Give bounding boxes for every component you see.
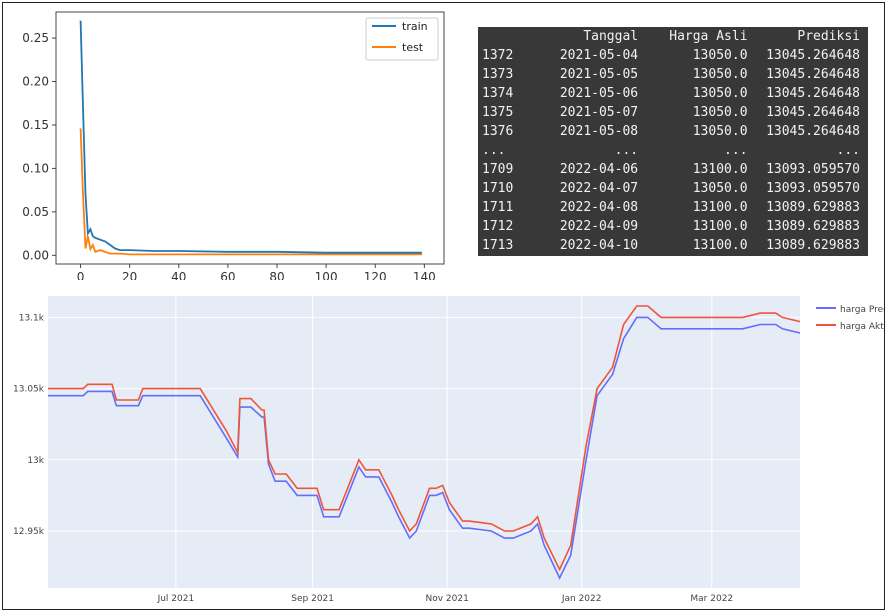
price-legend: harga Prediksi harga Aktual — [816, 305, 884, 332]
table-cell-harga-asli: 13100.0 — [692, 219, 748, 234]
table-row: 1374 2021-05-06 13050.0 13045.264648 — [478, 84, 868, 103]
table-cell-tanggal: 2022-04-07 — [559, 181, 639, 196]
loss-y-tick-label: 0.15 — [22, 118, 49, 132]
table-cell-harga-asli: 13050.0 — [692, 86, 748, 101]
price-y-tick-label: 12.95k — [13, 527, 45, 537]
table-cell-tanggal: 2022-04-06 — [559, 162, 639, 177]
table-header-row: Tanggal Harga Asli Prediksi — [478, 27, 868, 46]
loss-x-tick-label: 40 — [171, 270, 186, 280]
price-x-tick-label: Jan 2022 — [561, 594, 602, 604]
table-cell-harga-asli: 13050.0 — [692, 67, 748, 82]
table-cell-index: 1712 — [482, 219, 514, 234]
table-cell-tanggal: 2021-05-06 — [559, 86, 639, 101]
table-header-tanggal: Tanggal — [583, 29, 639, 44]
table-row: 1375 2021-05-07 13050.0 13045.264648 — [478, 103, 868, 122]
table-cell-tanggal: 2022-04-09 — [559, 219, 639, 234]
table-cell-index: 1710 — [482, 181, 514, 196]
loss-chart: 0.00 0.05 0.10 0.15 0.20 0.25 0 20 40 60 80 100 120… — [22, 11, 445, 280]
table-cell-harga-asli: 13100.0 — [692, 238, 748, 253]
table-cell-prediksi: 13089.629883 — [766, 200, 860, 215]
prediction-table: Tanggal Harga Asli Prediksi 1372 2021-05-… — [478, 27, 868, 256]
loss-y-tick-label: 0.25 — [22, 31, 49, 45]
table-cell-harga-asli: 13100.0 — [692, 162, 748, 177]
loss-y-tick-label: 0.10 — [22, 161, 49, 175]
price-y-tick-label: 13.1k — [19, 313, 45, 323]
table-cell-prediksi: 13045.264648 — [766, 124, 860, 139]
table-cell-prediksi: ... — [836, 143, 860, 158]
table-cell-tanggal: 2022-04-10 — [559, 238, 639, 253]
price-x-tick-label: Sep 2021 — [291, 594, 334, 604]
price-x-tick-label: Mar 2022 — [690, 594, 733, 604]
table-row: ............ — [478, 141, 868, 160]
table-cell-harga-asli: 13050.0 — [692, 181, 748, 196]
table-cell-harga-asli: 13050.0 — [692, 124, 748, 139]
loss-y-tick-label: 0.20 — [22, 75, 49, 89]
table-header-harga-asli: Harga Asli — [669, 29, 748, 44]
table-cell-prediksi: 13093.059570 — [766, 162, 860, 177]
table-cell-tanggal: 2021-05-07 — [559, 105, 639, 120]
loss-legend: train test — [365, 17, 439, 61]
price-x-tick-label: Nov 2021 — [425, 594, 468, 604]
table-cell-index: 1375 — [482, 105, 514, 120]
table-cell-index: 1372 — [482, 48, 514, 63]
table-cell-prediksi: 13045.264648 — [766, 105, 860, 120]
legend-prediksi-label: harga Prediksi — [840, 305, 884, 315]
loss-line-train — [79, 20, 422, 254]
table-row: 1376 2021-05-08 13050.0 13045.264648 — [478, 122, 868, 141]
price-y-tick-label: 13k — [27, 456, 44, 466]
table-row: 1372 2021-05-04 13050.0 13045.264648 — [478, 46, 868, 65]
table-cell-tanggal: 2022-04-08 — [559, 200, 639, 215]
table-row: 1709 2022-04-06 13100.0 13093.059570 — [478, 160, 868, 179]
table-cell-harga-asli: 13050.0 — [692, 105, 748, 120]
table-cell-tanggal: 2021-05-08 — [559, 124, 639, 139]
legend-test-label: test — [402, 41, 424, 54]
price-x-tick-label: Jul 2021 — [157, 594, 195, 604]
price-y-tick-label: 13.05k — [13, 385, 45, 395]
table-header-prediksi: Prediksi — [797, 29, 860, 44]
table-row: 1713 2022-04-10 13100.0 13089.629883 — [478, 236, 868, 255]
price-plot-area — [48, 296, 800, 588]
loss-y-tick-label: 0.00 — [22, 248, 49, 262]
table-cell-index: ... — [482, 143, 506, 158]
table-cell-index: 1376 — [482, 124, 514, 139]
table-cell-index: 1374 — [482, 86, 514, 101]
table-header-index — [478, 27, 531, 46]
table-cell-index: 1709 — [482, 162, 514, 177]
table-row: 1712 2022-04-09 13100.0 13089.629883 — [478, 217, 868, 236]
table-row: 1711 2022-04-08 13100.0 13089.629883 — [478, 198, 868, 217]
loss-line-test — [79, 128, 422, 256]
table-cell-harga-asli: ... — [724, 143, 748, 158]
table-cell-prediksi: 13089.629883 — [766, 219, 860, 234]
table-cell-prediksi: 13093.059570 — [766, 181, 860, 196]
table-cell-tanggal: ... — [614, 143, 639, 158]
table-cell-tanggal: 2021-05-04 — [559, 48, 639, 63]
loss-x-tick-label: 80 — [269, 270, 284, 280]
table-cell-index: 1713 — [482, 238, 514, 253]
loss-x-tick-label: 100 — [315, 270, 338, 280]
table-cell-prediksi: 13045.264648 — [766, 86, 860, 101]
table-cell-prediksi: 13045.264648 — [766, 67, 860, 82]
loss-x-tick-label: 20 — [122, 270, 137, 280]
table-cell-prediksi: 13045.264648 — [766, 48, 860, 63]
loss-x-tick-label: 120 — [364, 270, 387, 280]
table-cell-harga-asli: 13050.0 — [692, 48, 748, 63]
loss-x-tick-label: 0 — [77, 270, 85, 280]
table-cell-prediksi: 13089.629883 — [766, 238, 860, 253]
legend-aktual-label: harga Aktual — [840, 322, 884, 332]
table-cell-harga-asli: 13100.0 — [692, 200, 748, 215]
price-chart: 12.95k 13k 13.05k 13.1k Jul 2021 Sep 2021 Nov … — [13, 296, 884, 604]
price-line-prediksi — [48, 316, 801, 580]
loss-y-tick-label: 0.05 — [22, 205, 49, 219]
price-line-aktual — [48, 305, 801, 572]
table-row: 1373 2021-05-05 13050.0 13045.264648 — [478, 65, 868, 84]
table-cell-index: 1373 — [482, 67, 514, 82]
table-row: 1710 2022-04-07 13050.0 13093.059570 — [478, 179, 868, 198]
loss-x-tick-label: 60 — [220, 270, 235, 280]
legend-train-label: train — [402, 20, 428, 33]
table-cell-index: 1711 — [482, 200, 514, 215]
loss-x-tick-label: 140 — [413, 270, 436, 280]
table-cell-tanggal: 2021-05-05 — [559, 67, 639, 82]
